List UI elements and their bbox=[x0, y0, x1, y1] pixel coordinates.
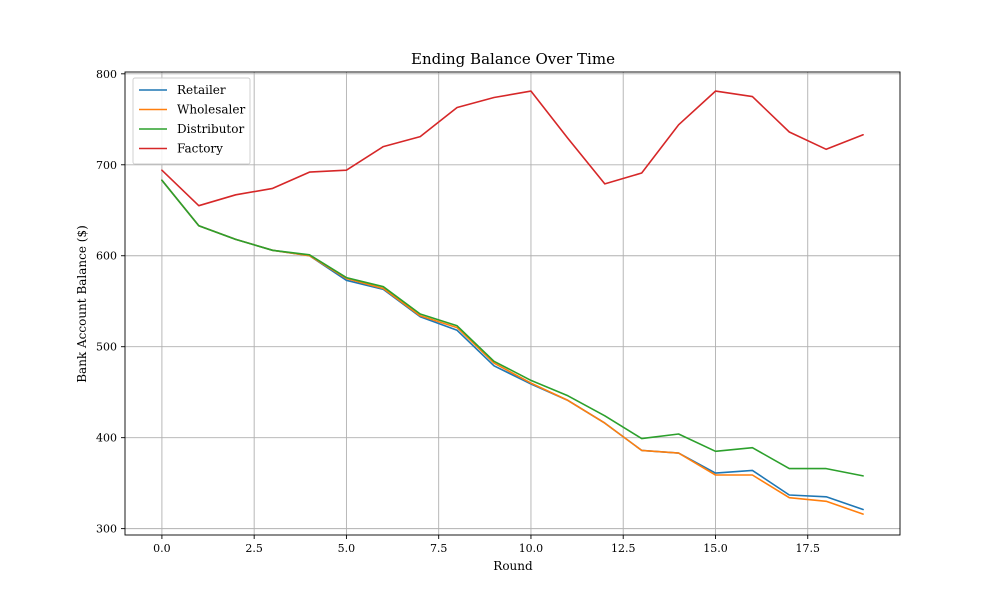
x-tick-label: 15.0 bbox=[703, 542, 728, 555]
x-tick-label: 12.5 bbox=[611, 542, 636, 555]
x-tick-label: 2.5 bbox=[245, 542, 263, 555]
series-line-distributor bbox=[161, 179, 864, 477]
plot-frame bbox=[124, 71, 901, 536]
x-tick-label: 5.0 bbox=[338, 542, 356, 555]
axis-ticks: 0.0 2.5 5.0 7.5 10.0 12.5 15.0 17.5 300 400 500 600… bbox=[96, 68, 820, 555]
y-tick-label: 800 bbox=[96, 68, 117, 81]
y-tick-label: 300 bbox=[96, 523, 117, 536]
legend: Retailer Wholesaler Distributor Factory bbox=[132, 77, 251, 165]
x-axis-label: Round bbox=[493, 559, 533, 573]
y-tick-label: 700 bbox=[96, 159, 117, 172]
legend-label-factory: Factory bbox=[177, 142, 223, 156]
y-tick-label: 600 bbox=[96, 250, 117, 263]
legend-label-wholesaler: Wholesaler bbox=[177, 103, 245, 117]
chart-title: Ending Balance Over Time bbox=[411, 50, 615, 68]
grid bbox=[125, 72, 900, 535]
y-axis-label: Bank Account Balance ($) bbox=[75, 225, 89, 383]
series-line-factory bbox=[161, 90, 864, 207]
x-tick-label: 7.5 bbox=[430, 542, 448, 555]
x-tick-label: 10.0 bbox=[519, 542, 544, 555]
legend-label-retailer: Retailer bbox=[177, 83, 226, 97]
legend-label-distributor: Distributor bbox=[177, 122, 244, 136]
legend-box bbox=[132, 77, 251, 165]
x-tick-label: 17.5 bbox=[795, 542, 820, 555]
y-tick-label: 500 bbox=[96, 341, 117, 354]
y-tick-label: 400 bbox=[96, 432, 117, 445]
x-tick-label: 0.0 bbox=[153, 542, 171, 555]
series-lines bbox=[161, 90, 864, 515]
